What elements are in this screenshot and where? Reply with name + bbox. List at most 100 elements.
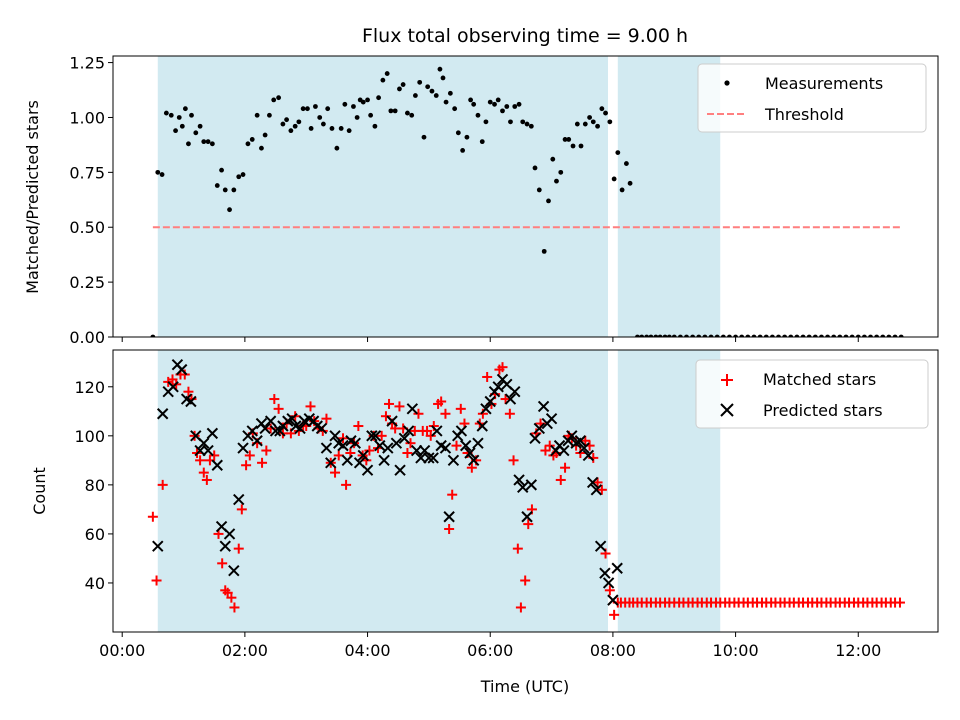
measurement-point (635, 334, 640, 337)
measurement-point (690, 334, 696, 337)
matched-star-point (321, 413, 332, 424)
measurement-point (558, 169, 564, 175)
measurement-point (800, 334, 806, 337)
predicted-star-point (264, 415, 277, 427)
predicted-star-point (366, 430, 378, 442)
predicted-star-point (431, 425, 443, 437)
matched-star-point (512, 543, 523, 554)
predicted-star-point (211, 459, 223, 471)
measurement-point (437, 66, 443, 72)
measurement-point (209, 141, 215, 147)
measurement-point (520, 119, 526, 125)
bottom-x-tick-label: 02:00 (222, 641, 268, 660)
matched-star-point (440, 408, 451, 419)
matched-star-point (515, 602, 526, 613)
matched-star-point (451, 440, 462, 451)
matched-star-point (233, 543, 244, 554)
predicted-star-point (455, 425, 468, 437)
predicted-star-point (378, 454, 390, 467)
bottom-y-tick-label: 100 (74, 427, 105, 446)
measurement-point (329, 126, 335, 131)
matched-star-point (604, 585, 615, 596)
top-y-tick-label: 0.50 (69, 218, 105, 237)
bottom-window-0 (157, 350, 608, 632)
measurement-point (727, 334, 732, 337)
measurement-point (751, 334, 757, 337)
measurement-point (471, 101, 477, 107)
bottom-y-tick-label: 60 (85, 525, 105, 544)
measurement-point (197, 123, 203, 129)
measurement-point (360, 99, 366, 105)
matched-star-point (555, 474, 566, 485)
predicted-star-point (599, 567, 611, 579)
measurement-point (849, 334, 855, 337)
measurement-point (280, 121, 286, 127)
measurement-point (227, 207, 232, 213)
measurement-point (320, 121, 326, 127)
predicted-star-point (156, 408, 169, 420)
measurement-point (788, 334, 794, 337)
measurement-point (392, 108, 398, 114)
measurement-point (400, 82, 406, 87)
predicted-star-point (167, 381, 179, 393)
predicted-star-point (537, 400, 550, 413)
predicted-star-point (386, 415, 398, 427)
measurement-point (570, 143, 576, 149)
matched-star-point (444, 524, 455, 535)
predicted-star-point (406, 403, 419, 415)
measurement-point (546, 198, 551, 204)
predicted-star-point (566, 430, 578, 442)
measurement-point (155, 169, 161, 175)
measurement-point (880, 334, 886, 337)
measurement-point (240, 172, 246, 177)
measurement-point (898, 334, 904, 337)
measurement-point (219, 167, 224, 173)
x-axis-label: Time (UTC) (480, 677, 569, 696)
predicted-star-point (558, 444, 570, 457)
matched-star-point (257, 457, 268, 468)
predicted-star-point (294, 422, 306, 435)
matched-star-point (394, 401, 405, 412)
predicted-star-point (533, 422, 546, 435)
predicted-star-point (341, 454, 354, 467)
predicted-star-point (513, 474, 525, 486)
measurement-point (236, 174, 242, 180)
predicted-star-point (228, 564, 240, 577)
matched-star-point (217, 558, 228, 569)
measurement-point (296, 119, 302, 125)
matched-star-point (229, 602, 240, 613)
measurement-point (308, 126, 314, 131)
legend-measurements-label: Measurements (765, 74, 883, 93)
measurement-point (587, 115, 592, 120)
predicted-star-point (521, 511, 533, 523)
measurement-point (794, 334, 800, 337)
measurement-point (245, 141, 251, 147)
top-panel: 0.00 0.25 0.50 0.75 1.00 1.25 Matched/Predict… (23, 54, 939, 347)
measurement-point (325, 106, 331, 112)
matched-star-point (500, 394, 511, 405)
predicted-star-point (504, 393, 517, 405)
measurement-point (886, 334, 892, 337)
measurement-point (313, 104, 318, 109)
measurement-point (541, 248, 547, 254)
matched-star-point (544, 440, 555, 451)
measurement-point (433, 93, 439, 98)
legend-matched-marker (721, 374, 733, 386)
matched-star-point (201, 474, 212, 485)
predicted-star-point (594, 540, 607, 552)
measurement-point (769, 334, 775, 337)
predicted-star-point (509, 385, 521, 398)
bottom-y-tick-label: 120 (74, 378, 105, 397)
matched-star-point (508, 455, 519, 466)
predicted-star-point (223, 528, 236, 540)
bottom-x-tick-label: 06:00 (467, 641, 513, 660)
predicted-star-point (464, 447, 476, 459)
measurement-point (599, 106, 605, 112)
predicted-star-point (459, 439, 472, 452)
matched-star-point (497, 362, 508, 373)
measurement-point (425, 84, 431, 90)
matched-star-point (596, 484, 607, 495)
measurement-point (696, 334, 702, 337)
measurement-point (831, 334, 837, 337)
